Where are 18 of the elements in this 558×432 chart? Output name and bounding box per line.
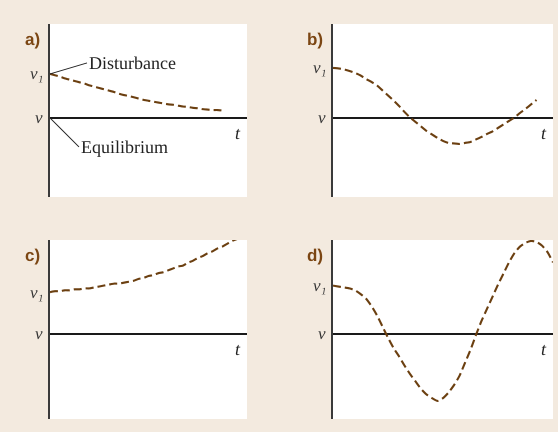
x-axis-title: t [541,339,547,359]
text: v [318,324,326,343]
chart-title: b) [307,30,324,49]
x-axis-title: t [541,123,547,143]
text: v₁ [30,64,44,83]
chart-title: c) [25,246,40,265]
chart-title: d) [307,246,324,265]
text: v₁ [313,276,326,295]
text: v₁ [313,58,326,77]
x-axis-title: t [235,123,241,143]
x-axis-title: t [235,339,241,359]
text: Equilibrium [81,137,168,157]
text: Disturbance [89,53,176,73]
text: v [318,108,326,127]
text: v₁ [30,283,44,302]
chart-title: a) [25,30,40,49]
text: v [35,324,43,343]
text: v [35,108,43,127]
